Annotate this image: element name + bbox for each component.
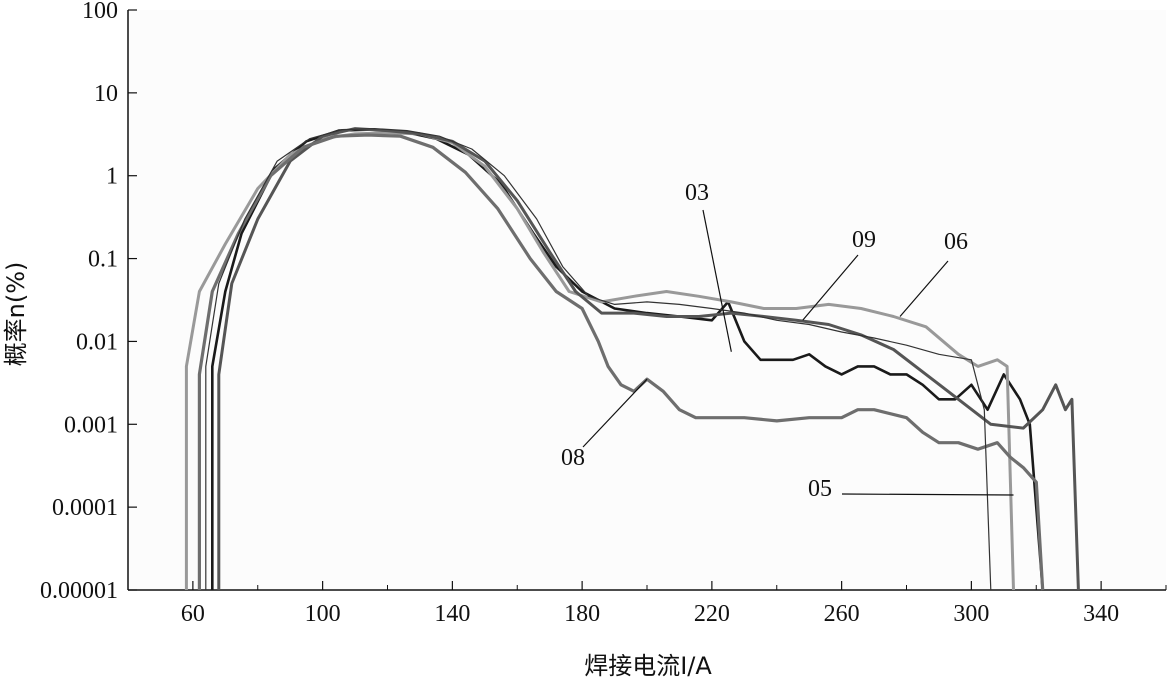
y-tick-label: 0.0001 <box>52 495 118 521</box>
callout-label-09: 09 <box>852 227 876 253</box>
x-tick-label: 340 <box>1083 601 1119 627</box>
series-line-09 <box>205 128 992 591</box>
x-tick-label: 60 <box>181 601 205 627</box>
series-line-08 <box>197 133 1045 591</box>
series-line-06 <box>217 127 1080 591</box>
callout-label-05: 05 <box>808 476 832 502</box>
plot-background <box>128 10 1166 590</box>
callout-label-06: 06 <box>944 229 968 255</box>
callout-leader-06 <box>899 260 949 317</box>
callout-leader-03 <box>702 209 732 352</box>
y-axis-ticks: 0.00001 0.0001 0.001 0.01 0.1 1 10 100 <box>40 0 137 604</box>
x-tick-label: 100 <box>305 601 341 627</box>
y-tick-label: 0.01 <box>76 329 118 355</box>
y-tick-label: 10 <box>94 81 118 107</box>
series-lines <box>184 127 1080 591</box>
y-tick-label: 100 <box>82 0 118 24</box>
x-tick-label: 260 <box>824 601 860 627</box>
y-tick-label: 0.001 <box>64 412 118 438</box>
x-axis-ticks: 60 100 140 180 220 260 300 340 <box>127 581 1167 627</box>
y-tick-label: 0.1 <box>88 247 118 273</box>
x-tick-label: 220 <box>694 601 730 627</box>
callout-leader-08 <box>582 378 648 448</box>
y-axis-title: 概率n(%) <box>2 262 30 367</box>
x-tick-label: 140 <box>434 601 470 627</box>
series-callouts: 03 05 06 08 09 <box>561 180 1014 502</box>
callout-leader-05 <box>841 493 1014 496</box>
y-tick-label: 1 <box>106 164 118 190</box>
callout-label-03: 03 <box>685 180 709 206</box>
callout-label-08: 08 <box>561 445 585 471</box>
x-axis-title: 焊接电流I/A <box>584 652 712 680</box>
series-line-05 <box>184 131 1015 591</box>
callout-leader-09 <box>802 254 859 321</box>
y-tick-label: 0.00001 <box>40 578 118 604</box>
x-tick-label: 180 <box>564 601 600 627</box>
x-tick-label: 300 <box>953 601 989 627</box>
plot-area <box>128 10 1166 590</box>
